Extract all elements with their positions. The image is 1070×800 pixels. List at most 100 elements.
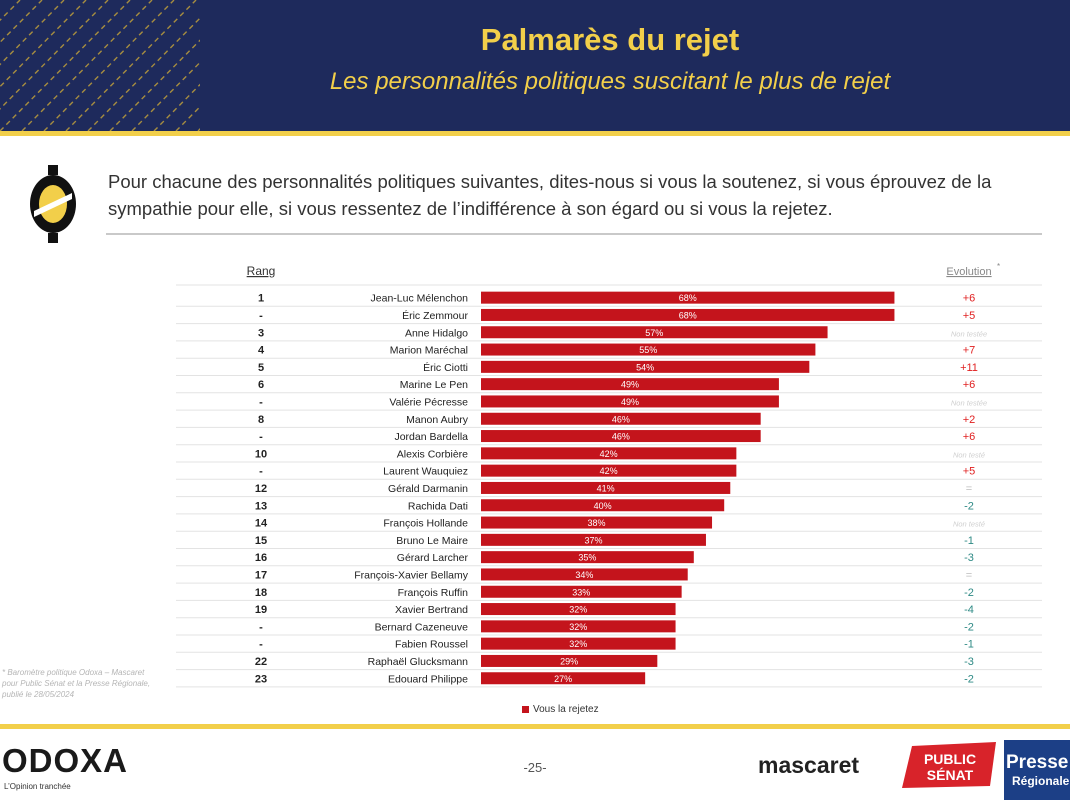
chart-legend: Vous la rejetez [522,704,599,715]
odoxa-coin-icon [30,165,76,243]
evolution-label: Non testée [951,398,987,407]
data-label: 38% [588,518,606,528]
data-label: 46% [612,414,630,424]
evolution-label: -3 [964,552,974,564]
person-name: Marine Le Pen [400,379,468,391]
presse-regionale-line2: Régionale [1012,774,1070,788]
rank-label: 22 [255,656,267,668]
bar [481,654,658,667]
data-label: 40% [594,501,612,511]
evolution-label: +11 [960,362,978,374]
header-deco-stripe [87,17,200,131]
presse-regionale-logo: Presse Régionale [1004,740,1070,800]
data-label: 57% [645,328,663,338]
rank-label: - [259,310,263,322]
person-name: Manon Aubry [406,414,469,426]
page-title: Palmarès du rejet [480,22,740,57]
bar [481,533,706,546]
header-deco-stripe [43,0,175,131]
rank-label: 18 [255,587,267,599]
header-deco-stripe [0,0,65,66]
bar [481,568,688,581]
person-name: Éric Zemmour [402,309,468,322]
data-label: 29% [560,656,578,666]
evolution-label: -2 [964,587,974,599]
person-name: Éric Ciotti [423,361,468,374]
person-name: Valérie Pécresse [389,396,468,408]
bar [481,343,816,356]
footer-gold-rule [0,724,1070,729]
rank-label: 19 [255,604,267,616]
source-footnote: * Baromètre politique Odoxa – Mascaret p… [2,668,151,699]
header-deco-stripe [0,0,43,44]
bar [481,308,895,321]
rank-header: Rang [247,264,276,278]
bar [481,291,895,304]
page-number: -25- [523,760,547,775]
rank-label: - [259,639,263,651]
odoxa-logo: ODOXA L’Opinion tranchée [2,742,128,791]
header-deco-stripe [0,0,109,110]
data-label: 32% [569,639,587,649]
rank-label: - [259,466,263,478]
question-divider [106,233,1042,235]
data-label: 68% [679,293,697,303]
bar [481,395,779,408]
bar [481,516,713,529]
data-label: 54% [636,362,654,372]
person-name: Xavier Bertrand [395,604,468,616]
data-label: 37% [584,535,602,545]
header-deco-stripe [65,0,197,131]
person-name: François Ruffin [398,587,469,599]
evolution-label: +6 [963,293,976,305]
bar [481,620,676,633]
data-label: 49% [621,397,639,407]
evolution-label: -4 [964,604,974,616]
data-label: 27% [554,674,572,684]
header-deco-stripe [0,0,131,131]
data-label: 41% [597,483,615,493]
public-senat-line1: PUBLIC [924,751,976,767]
evolution-label: -1 [964,639,974,651]
survey-question: Pour chacune des personnalités politique… [108,171,992,219]
mascaret-logo: mascaret [758,752,860,778]
data-label: 49% [621,380,639,390]
evolution-label: = [966,483,972,495]
data-label: 42% [600,449,618,459]
header-decoration-pattern [0,0,200,131]
evolution-label: -2 [964,621,974,633]
person-name: François-Xavier Bellamy [354,569,469,581]
bar [481,447,737,460]
evolution-label: +6 [963,431,976,443]
rank-label: - [259,396,263,408]
rank-label: 8 [258,414,264,426]
evolution-label: +6 [963,379,976,391]
person-name: Jean-Luc Mélenchon [371,293,469,305]
person-name: François Hollande [383,518,468,530]
rank-label: 23 [255,673,267,685]
rank-label: 5 [258,362,264,374]
person-name: Bruno Le Maire [396,535,468,547]
evolution-label: Non testé [953,520,985,529]
person-name: Edouard Philippe [388,673,468,685]
rank-label: 6 [258,379,264,391]
bar [481,585,682,598]
data-label: 35% [578,553,596,563]
bar [481,464,737,477]
rejection-bar-chart: Rang Evolution * 1 Jean-Luc Mélenchon 68% +6 - É… [176,262,1042,688]
header-deco-stripe [109,39,200,131]
rank-label: 10 [255,448,267,460]
evolution-label: = [966,569,972,581]
bar [481,430,761,443]
rank-label: 4 [258,345,265,357]
evolution-label: -2 [964,500,974,512]
person-name: Jordan Bardella [394,431,468,443]
rank-label: 12 [255,483,267,495]
person-name: Laurent Wauquiez [383,466,468,478]
rank-label: 16 [255,552,267,564]
bar [481,481,731,494]
data-label: 42% [600,466,618,476]
data-label: 33% [572,587,590,597]
rank-label: 15 [255,535,267,547]
bar [481,360,810,373]
